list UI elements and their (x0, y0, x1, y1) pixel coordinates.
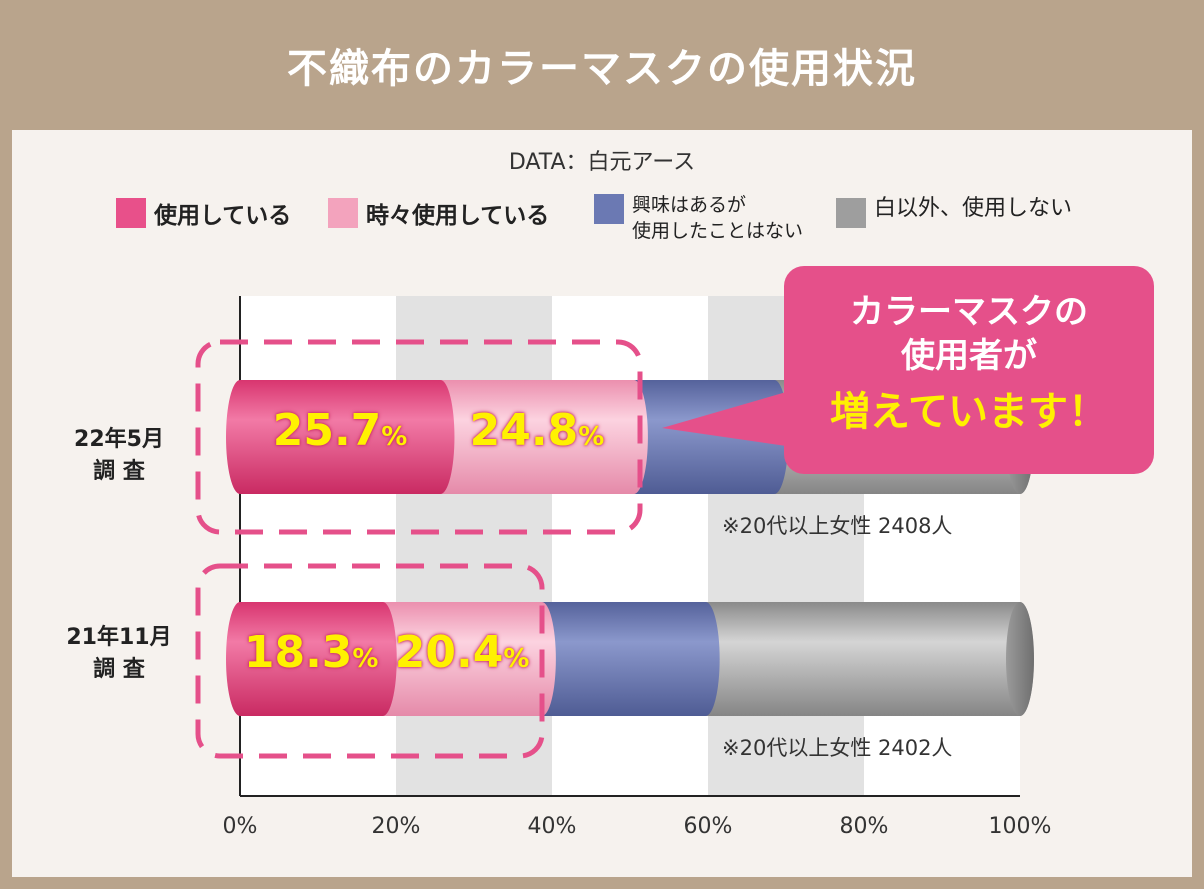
data-label-unit: % (503, 644, 530, 674)
legend-swatch-sometimes (328, 198, 358, 228)
legend-label-interested: 興味はあるが 使用したことはない (632, 194, 804, 242)
legend-item-using: 使用している (116, 196, 291, 230)
legend-label-sometimes: 時々使用している (366, 203, 550, 229)
x-tick-label: 40% (527, 814, 577, 839)
data-label-unit: % (381, 422, 408, 452)
data-label-value: 20.4 (394, 627, 504, 678)
chart-title: 不織布のカラーマスクの使用状況 (287, 46, 917, 92)
sample-note-2021: ※20代以上女性 2402人 (722, 736, 953, 760)
highlight-box-2022 (195, 339, 643, 535)
x-tick-label: 60% (683, 814, 733, 839)
highlight-box-2021 (195, 563, 545, 759)
legend-item-interested: 興味はあるが 使用したことはない (594, 192, 803, 244)
x-tick-label: 100% (988, 814, 1052, 839)
x-tick-label: 0% (222, 814, 258, 839)
callout-line-2: 使用者が (901, 336, 1037, 376)
data-label-value: 18.3 (243, 627, 353, 678)
legend-swatch-nonwhite (836, 198, 866, 228)
data-label: 20.4% (395, 627, 530, 678)
data-label: 25.7% (273, 405, 408, 456)
bar-segment-using (226, 602, 397, 716)
data-label: 24.8% (470, 405, 605, 456)
sample-note-2022: ※20代以上女性 2408人 (722, 514, 953, 538)
title-bar: 不織布のカラーマスクの使用状況 (0, 0, 1204, 130)
row-label-2021: 21年11月調 査 (44, 622, 194, 686)
legend-item-sometimes: 時々使用している (328, 196, 549, 230)
bar-segment-nonwhite (691, 602, 1034, 716)
bar-segment-sometimes (426, 380, 648, 495)
grid-band (552, 296, 708, 796)
row-label-2022: 22年5月調 査 (44, 424, 194, 488)
grid-band (396, 296, 552, 796)
callout-bubble (784, 266, 1154, 474)
bar-segment-using (226, 380, 455, 495)
row-label-line: 調 査 (93, 657, 145, 682)
legend-label-nonwhite: 白以外、使用しない (874, 196, 1073, 221)
legend-swatch-interested (594, 194, 624, 224)
data-label-value: 24.8 (469, 405, 579, 456)
legend-swatch-using (116, 198, 146, 228)
x-tick-label: 20% (371, 814, 421, 839)
row-label-line: 調 査 (93, 459, 145, 484)
data-label-unit: % (578, 422, 605, 452)
bar-segment-sometimes (368, 602, 556, 716)
callout-text: カラーマスクの 使用者が 増えています！ (784, 290, 1154, 442)
bar-segment-interested (527, 602, 720, 716)
grid-band (240, 296, 396, 796)
callout-pointer (662, 388, 800, 448)
row-label-line: 22年5月 (74, 427, 164, 452)
data-source: DATA：白元アース (508, 150, 696, 175)
legend-label-using: 使用している (154, 203, 292, 229)
row-label-line: 21年11月 (66, 625, 172, 650)
data-label: 18.3% (244, 627, 379, 678)
legend-item-nonwhite: 白以外、使用しない (836, 196, 1072, 228)
x-tick-label: 80% (839, 814, 889, 839)
bar-end-cap (1006, 602, 1034, 716)
data-label-value: 25.7 (272, 405, 382, 456)
data-label-unit: % (352, 644, 379, 674)
callout-line-3: 増えています！ (830, 389, 1108, 435)
callout-line-1: カラーマスクの (850, 292, 1088, 332)
